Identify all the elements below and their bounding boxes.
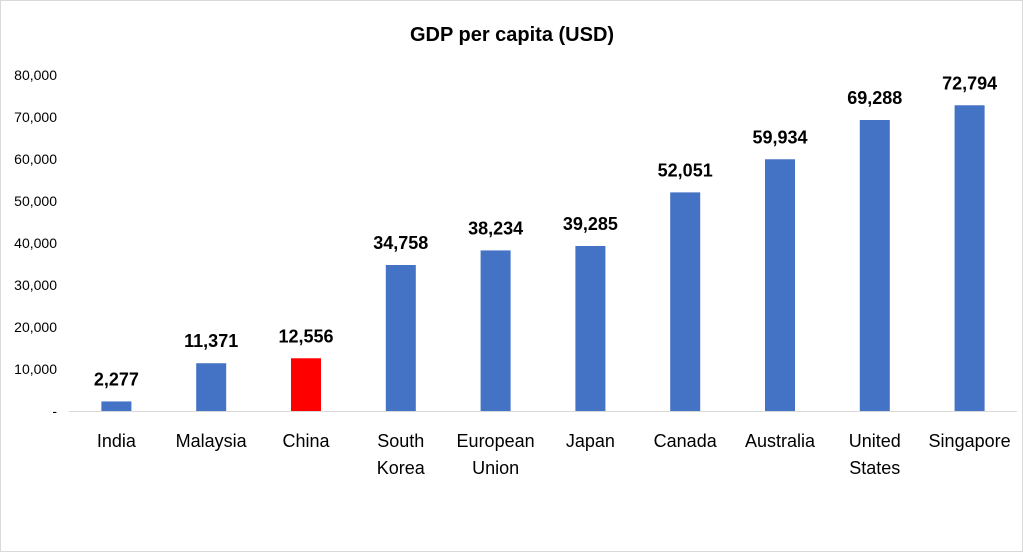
y-tick-label: -	[52, 403, 57, 419]
x-tick-label: South Korea	[377, 431, 426, 478]
data-label: 38,234	[468, 218, 523, 238]
data-labels-group: 2,277 11,371 12,556 34,758 38,234 39,285 52,05…	[94, 73, 997, 389]
data-label: 69,288	[847, 88, 902, 108]
data-label: 11,371	[184, 331, 238, 351]
x-tick-label: Singapore	[929, 431, 1011, 451]
y-tick-label: 60,000	[14, 151, 57, 167]
data-label: 59,934	[752, 127, 807, 147]
y-tick-label: 80,000	[14, 67, 57, 83]
y-tick-label: 50,000	[14, 193, 57, 209]
y-axis-ticks: - 10,000 20,000 30,000 40,000 50,000 60,000 70,…	[14, 67, 57, 419]
x-tick-label: Australia	[745, 431, 816, 451]
bar	[954, 105, 985, 411]
bar	[480, 250, 511, 411]
x-tick-label: Japan	[566, 431, 615, 451]
data-label: 39,285	[563, 214, 618, 234]
y-tick-label: 30,000	[14, 277, 57, 293]
y-tick-label: 70,000	[14, 109, 57, 125]
bar	[196, 363, 227, 411]
x-tick-line: Union	[472, 458, 519, 478]
x-tick-label: United States	[849, 431, 901, 478]
bar	[765, 159, 795, 411]
x-tick-line: South	[377, 431, 424, 451]
x-tick-line: Australia	[745, 431, 816, 451]
bar	[575, 246, 606, 411]
x-tick-line: China	[282, 431, 330, 451]
x-tick-line: Japan	[566, 431, 615, 451]
bar	[101, 401, 132, 411]
y-tick-label: 20,000	[14, 319, 57, 335]
x-tick-label: Canada	[654, 431, 718, 451]
x-axis-ticks: India Malaysia China South Korea European Unio…	[97, 431, 1011, 478]
x-tick-line: United	[849, 431, 901, 451]
x-tick-line: India	[97, 431, 137, 451]
bar	[670, 192, 701, 411]
x-tick-line: Malaysia	[176, 431, 248, 451]
x-tick-line: Canada	[654, 431, 718, 451]
bar	[859, 119, 890, 411]
x-tick-label: Malaysia	[176, 431, 248, 451]
chart-title: GDP per capita (USD)	[410, 24, 614, 46]
data-label: 52,051	[658, 160, 713, 180]
bar	[291, 358, 321, 411]
data-label: 34,758	[373, 233, 428, 253]
x-tick-line: Korea	[377, 458, 426, 478]
x-tick-label: European Union	[457, 431, 535, 478]
x-tick-line: European	[457, 431, 535, 451]
x-tick-label: India	[97, 431, 137, 451]
x-tick-line: Singapore	[929, 431, 1011, 451]
data-label: 12,556	[278, 326, 333, 346]
y-tick-label: 10,000	[14, 361, 57, 377]
data-label: 2,277	[94, 369, 139, 389]
x-tick-label: China	[282, 431, 330, 451]
y-tick-label: 40,000	[14, 235, 57, 251]
bar	[385, 265, 416, 411]
bars-group	[101, 105, 985, 411]
x-tick-line: States	[849, 458, 900, 478]
data-label: 72,794	[942, 73, 997, 93]
